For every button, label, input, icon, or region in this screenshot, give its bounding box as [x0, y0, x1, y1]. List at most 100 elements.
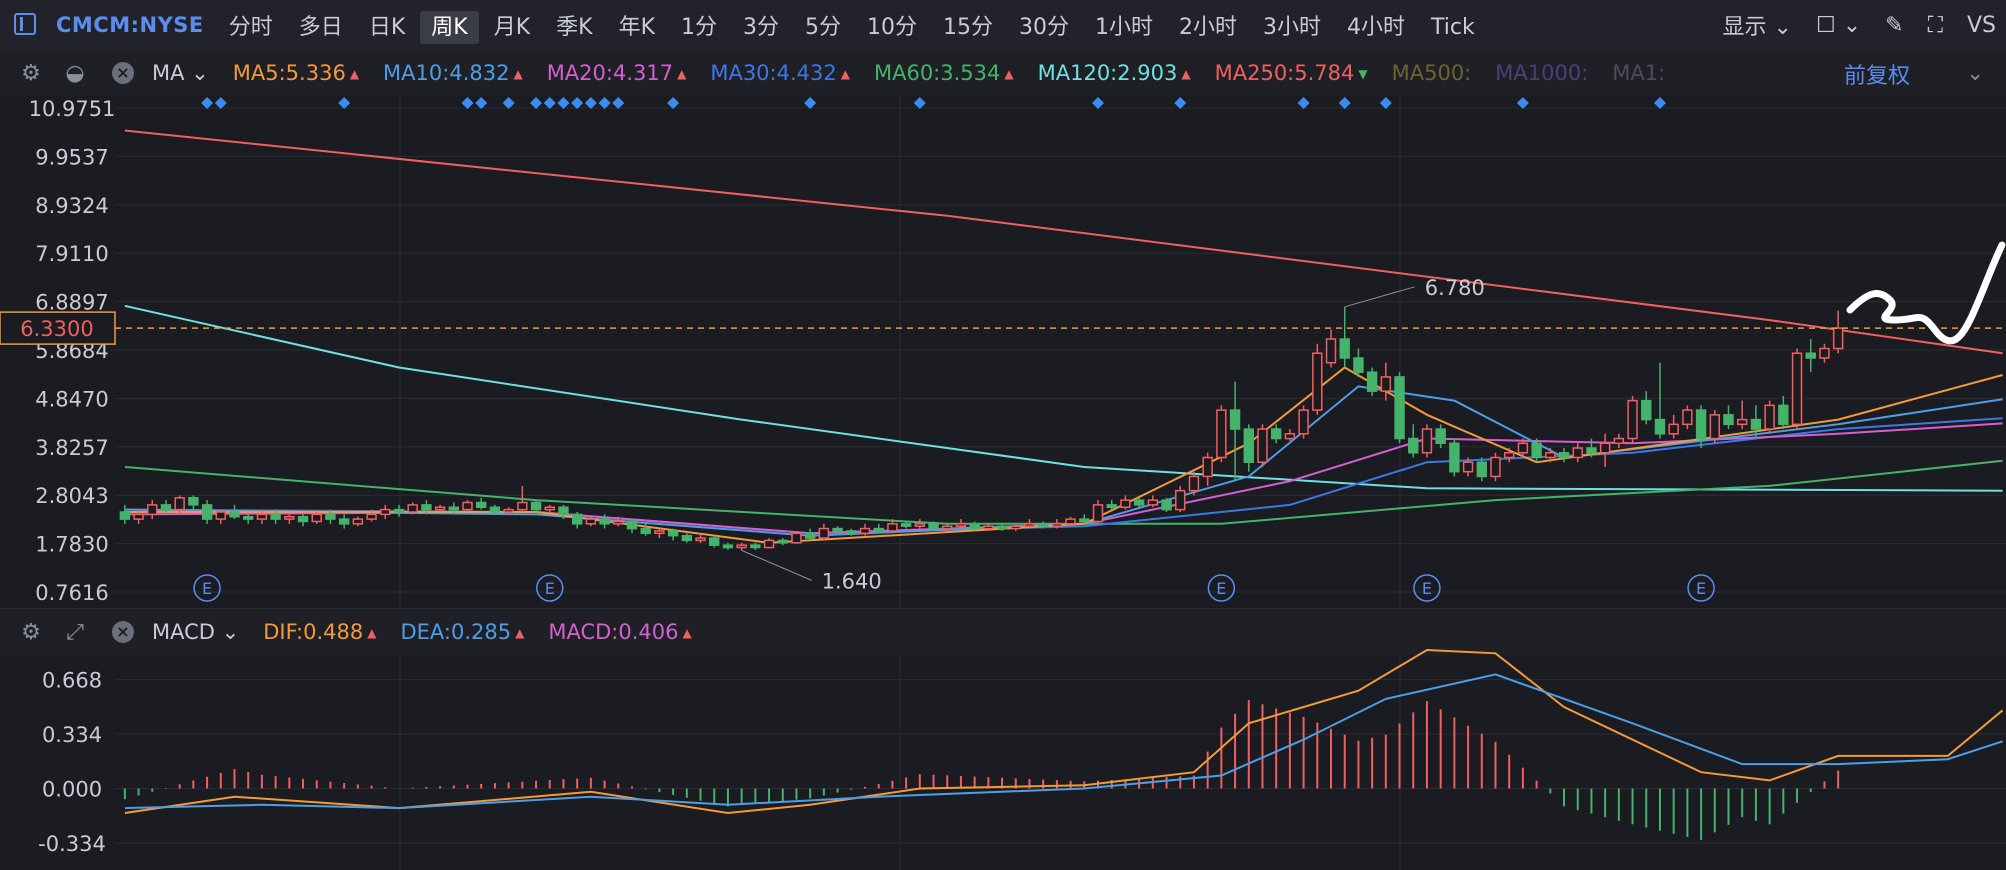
fullscreen-icon[interactable]: ⛶	[1927, 12, 1943, 38]
tab-timeframe-0[interactable]: 分时	[228, 15, 273, 40]
candle-body	[681, 534, 693, 542]
candle-body	[1449, 442, 1460, 473]
candle-body	[1188, 475, 1200, 492]
current-price-box	[0, 311, 116, 345]
candle-body	[1682, 409, 1693, 426]
candle-body	[969, 523, 980, 530]
ma-item-6[interactable]: MA250:5.784 ▼	[1214, 61, 1368, 85]
ma-selector[interactable]: MA ⌄	[152, 61, 209, 85]
candle-body	[1243, 428, 1254, 463]
candle-body	[1325, 338, 1337, 364]
candle-body	[791, 532, 802, 544]
price-tick-8: 2.8043	[35, 484, 108, 508]
candle-body	[763, 539, 775, 549]
tab-timeframe-5[interactable]: 季K	[556, 15, 593, 40]
tab-timeframe-2[interactable]: 日K	[368, 15, 406, 40]
eye-icon[interactable]: ◒	[65, 60, 85, 86]
candle-body	[558, 506, 569, 516]
tab-timeframe-14[interactable]: 2小时	[1179, 15, 1237, 40]
tab-timeframe-10[interactable]: 10分	[867, 15, 917, 40]
earnings-marker-label: E	[1422, 579, 1432, 598]
ma-item-0[interactable]: MA5:5.336 ▲	[232, 61, 360, 85]
candle-body	[256, 513, 268, 520]
symbol-label[interactable]: CMCM:NYSE	[56, 13, 204, 37]
candle-body	[914, 523, 926, 527]
candle-body	[119, 511, 131, 520]
tab-timeframe-1[interactable]: 多日	[298, 15, 343, 40]
tab-timeframe-15[interactable]: 3小时	[1263, 15, 1321, 40]
tab-timeframe-11[interactable]: 15分	[943, 15, 993, 40]
close-icon[interactable]: ×	[112, 62, 134, 84]
candle-body	[1339, 338, 1350, 359]
tab-timeframe-3[interactable]: 周K	[420, 11, 479, 44]
candle-body	[996, 525, 1008, 530]
tab-timeframe-17[interactable]: Tick	[1431, 15, 1475, 40]
candle-body	[462, 501, 473, 511]
tab-timeframe-13[interactable]: 1小时	[1095, 15, 1153, 40]
price-tick-10: 0.7616	[35, 581, 108, 605]
square-icon[interactable]: ☐ ⌄	[1815, 12, 1862, 38]
dividend-marker-icon	[584, 97, 597, 109]
ma-item-5[interactable]: MA120:2.903 ▲	[1037, 61, 1191, 85]
tab-timeframe-6[interactable]: 年K	[618, 15, 655, 40]
dividend-marker-icon	[804, 97, 817, 109]
candle-body	[983, 525, 994, 530]
candle-body	[147, 504, 158, 516]
display-menu[interactable]: 显示 ⌄	[1722, 15, 1792, 40]
candle-body	[1695, 409, 1707, 440]
adjust-button[interactable]: 前复权	[1844, 58, 1966, 90]
candle-body	[585, 518, 597, 525]
tab-timeframe-8[interactable]: 3分	[743, 15, 779, 40]
tab-timeframe-4[interactable]: 月K	[493, 15, 531, 40]
ma-item-4[interactable]: MA60:3.534 ▲	[873, 61, 1014, 85]
candle-body	[942, 525, 953, 530]
vs-button[interactable]: VS	[1966, 12, 1996, 38]
ma-item-7[interactable]: MA500:	[1391, 61, 1472, 85]
annotation-leader-high	[1344, 286, 1415, 308]
price-tick-7: 3.8257	[35, 436, 108, 460]
dividend-marker-icon	[1174, 97, 1187, 109]
sidebar-toggle-icon[interactable]	[14, 13, 36, 35]
ma-item-1[interactable]: MA10:4.832 ▲	[383, 61, 523, 85]
candle-body	[1133, 499, 1145, 506]
close-icon[interactable]: ×	[112, 621, 134, 643]
candle-body	[188, 497, 199, 506]
candle-body	[338, 518, 350, 525]
ma-item-8[interactable]: MA1000:	[1495, 61, 1589, 85]
expand-icon[interactable]: ⤢	[66, 619, 84, 645]
candle-body	[297, 515, 309, 523]
macd-indicator-bar: ⚙ ⤢ × MACD ⌄ DIF:0.488 ▲ DEA:0.285 ▲ MACD:0.…	[0, 608, 2006, 655]
candle-body	[1257, 428, 1268, 463]
tab-timeframe-7[interactable]: 1分	[681, 15, 717, 40]
price-tick-1: 9.9537	[35, 145, 108, 169]
ma-line-MA20	[124, 422, 2003, 535]
ma-item-9[interactable]: MA1:	[1612, 61, 1666, 85]
pen-icon[interactable]: ✎	[1885, 12, 1904, 38]
current-price-label: 6.3300	[20, 317, 93, 341]
gear-icon[interactable]: ⚙	[21, 60, 41, 86]
macd-item-2[interactable]: MACD:0.406 ▲	[548, 620, 692, 644]
chevron-down-icon[interactable]: ⌄	[1966, 61, 1984, 85]
arrow-up-icon: ▲	[1181, 67, 1191, 81]
tab-timeframe-12[interactable]: 30分	[1019, 15, 1069, 40]
tab-timeframe-9[interactable]: 5分	[805, 15, 841, 40]
dividend-marker-icon	[667, 97, 680, 109]
macd-lines	[124, 648, 2004, 815]
ma-item-3[interactable]: MA30:4.432 ▲	[710, 61, 850, 85]
arrow-up-icon: ▲	[515, 626, 525, 640]
candle-body	[873, 527, 884, 532]
arrow-down-icon: ▼	[1358, 67, 1368, 81]
macd-selector[interactable]: MACD ⌄	[152, 620, 240, 644]
tab-timeframe-16[interactable]: 4小时	[1347, 15, 1405, 40]
gear-icon[interactable]: ⚙	[21, 619, 41, 645]
arrow-up-icon: ▲	[840, 67, 850, 81]
candle-body	[476, 501, 487, 509]
macd-item-0[interactable]: DIF:0.488 ▲	[263, 620, 377, 644]
macd-item-1[interactable]: DEA:0.285 ▲	[400, 620, 525, 644]
candle-body	[804, 532, 816, 539]
ma-line-MA120	[124, 304, 2003, 492]
ma-item-2[interactable]: MA20:4.317 ▲	[546, 61, 687, 85]
toolbar-right: 显示 ⌄ ☐ ⌄ ✎ ⛶ VS	[1675, 0, 2006, 50]
candle-body	[1079, 518, 1090, 523]
